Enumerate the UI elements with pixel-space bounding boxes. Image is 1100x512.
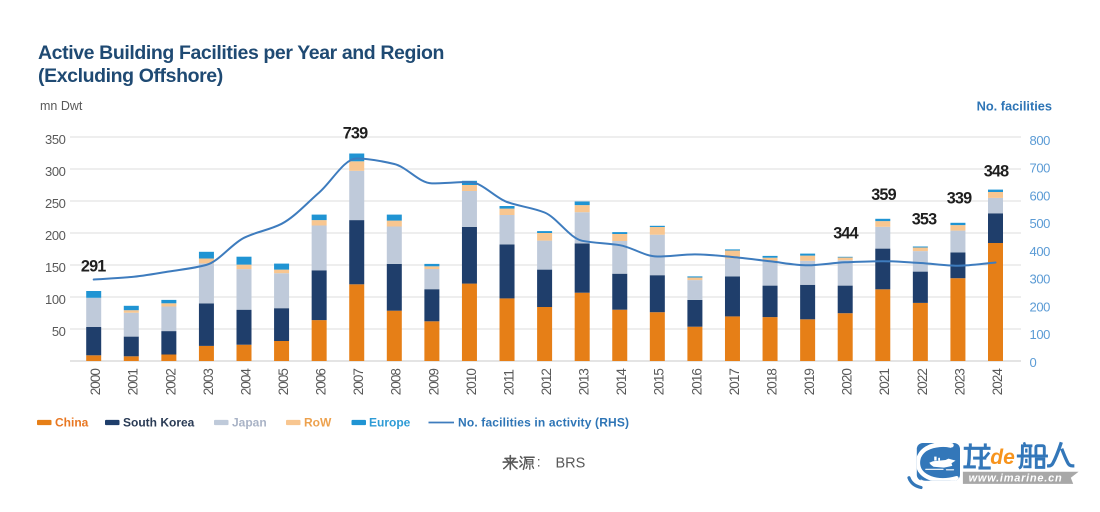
svg-text:359: 359 [871, 186, 896, 204]
svg-text:100: 100 [45, 292, 66, 307]
svg-text:200: 200 [1030, 299, 1051, 314]
svg-text:2013: 2013 [577, 369, 592, 396]
svg-text:2002: 2002 [163, 369, 178, 396]
svg-text:(Excluding Offshore): (Excluding Offshore) [38, 65, 223, 87]
svg-text:800: 800 [1030, 133, 1051, 148]
svg-text:2016: 2016 [689, 369, 704, 396]
svg-text:2006: 2006 [314, 369, 329, 396]
svg-text:300: 300 [1030, 272, 1051, 287]
svg-text:50: 50 [52, 324, 66, 339]
svg-text:2008: 2008 [389, 369, 404, 396]
svg-text:South Korea: South Korea [123, 416, 195, 430]
svg-text:2020: 2020 [840, 369, 855, 396]
svg-text:300: 300 [45, 164, 66, 179]
svg-text:2017: 2017 [727, 369, 742, 396]
svg-text:2018: 2018 [765, 369, 780, 396]
svg-text:400: 400 [1030, 244, 1051, 259]
svg-text:2001: 2001 [126, 369, 141, 396]
svg-text:2024: 2024 [990, 368, 1005, 396]
svg-text:2022: 2022 [915, 369, 930, 396]
svg-text:600: 600 [1030, 188, 1051, 203]
svg-text:BRS: BRS [556, 456, 586, 472]
svg-text:Europe: Europe [369, 416, 411, 430]
svg-text:mn Dwt: mn Dwt [40, 99, 83, 113]
svg-text::: : [537, 454, 541, 470]
svg-text:China: China [55, 416, 89, 430]
svg-text:344: 344 [833, 225, 858, 243]
svg-text:2005: 2005 [276, 369, 291, 396]
svg-text:2010: 2010 [464, 369, 479, 396]
svg-text:2015: 2015 [652, 369, 667, 396]
svg-text:0: 0 [1030, 355, 1037, 370]
svg-text:2023: 2023 [952, 369, 967, 396]
svg-text:RoW: RoW [304, 416, 332, 430]
svg-text:500: 500 [1030, 216, 1051, 231]
svg-text:2000: 2000 [88, 369, 103, 396]
svg-text:2012: 2012 [539, 369, 554, 396]
svg-text:150: 150 [45, 260, 66, 275]
svg-text:350: 350 [45, 132, 66, 147]
svg-text:2014: 2014 [614, 368, 629, 396]
svg-text:2011: 2011 [501, 370, 516, 396]
svg-text:700: 700 [1030, 161, 1051, 176]
svg-text:No. facilities in activity (RH: No. facilities in activity (RHS) [458, 416, 629, 430]
svg-text:Japan: Japan [232, 416, 267, 430]
svg-text:353: 353 [912, 211, 937, 229]
svg-text:339: 339 [947, 190, 972, 208]
svg-text:2021: 2021 [877, 369, 892, 396]
svg-text:291: 291 [81, 257, 106, 275]
svg-text:2009: 2009 [426, 369, 441, 396]
svg-text:2019: 2019 [802, 369, 817, 396]
svg-text:de: de [990, 446, 1015, 469]
svg-text:200: 200 [45, 228, 66, 243]
svg-text:Active Building Facilities per: Active Building Facilities per Year and … [38, 42, 444, 64]
svg-text:No. facilities: No. facilities [977, 99, 1052, 114]
svg-text:250: 250 [45, 196, 66, 211]
svg-text:www.imarine.cn: www.imarine.cn [969, 472, 1063, 484]
svg-text:2003: 2003 [201, 369, 216, 396]
svg-text:2004: 2004 [238, 368, 253, 396]
svg-text:739: 739 [343, 125, 368, 143]
svg-text:348: 348 [984, 163, 1009, 181]
svg-text:2007: 2007 [351, 369, 366, 396]
svg-text:100: 100 [1030, 327, 1051, 342]
